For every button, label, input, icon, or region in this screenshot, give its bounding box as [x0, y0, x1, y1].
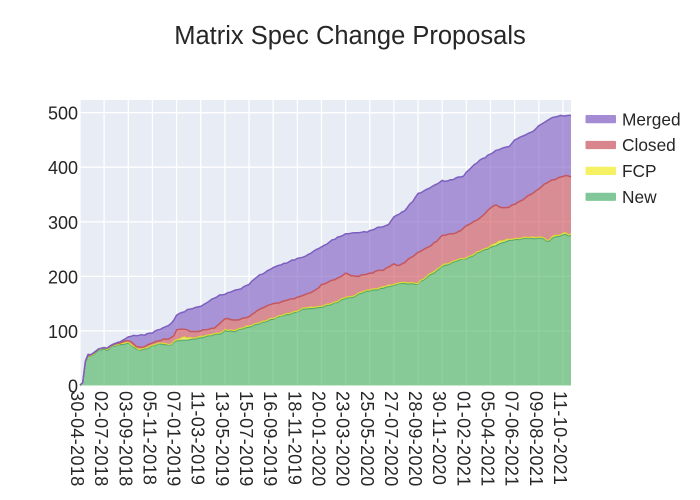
- svg-text:200: 200: [48, 267, 78, 287]
- svg-text:Closed: Closed: [622, 135, 676, 155]
- svg-text:400: 400: [48, 158, 78, 178]
- svg-text:05-11-2018: 05-11-2018: [139, 391, 159, 485]
- svg-text:09-08-2021: 09-08-2021: [526, 391, 546, 487]
- svg-text:23-03-2020: 23-03-2020: [333, 391, 353, 487]
- svg-text:11-10-2021: 11-10-2021: [550, 391, 570, 485]
- svg-text:0: 0: [68, 377, 78, 397]
- svg-text:Matrix Spec Change Proposals: Matrix Spec Change Proposals: [174, 22, 526, 50]
- svg-text:02-07-2018: 02-07-2018: [91, 391, 111, 487]
- svg-text:15-07-2019: 15-07-2019: [236, 391, 256, 487]
- svg-text:07-01-2019: 07-01-2019: [164, 391, 184, 487]
- svg-text:18-11-2019: 18-11-2019: [284, 391, 304, 485]
- svg-text:300: 300: [48, 213, 78, 233]
- svg-text:13-05-2019: 13-05-2019: [212, 391, 232, 487]
- svg-text:30-11-2020: 30-11-2020: [429, 391, 449, 485]
- svg-text:500: 500: [48, 104, 78, 124]
- svg-text:16-09-2019: 16-09-2019: [260, 391, 280, 487]
- svg-text:05-04-2021: 05-04-2021: [478, 391, 498, 487]
- svg-text:Merged: Merged: [622, 109, 681, 129]
- svg-text:27-07-2020: 27-07-2020: [381, 391, 401, 487]
- svg-text:28-09-2020: 28-09-2020: [405, 391, 425, 487]
- svg-text:03-09-2018: 03-09-2018: [115, 391, 135, 487]
- svg-text:FCP: FCP: [622, 161, 657, 181]
- svg-text:07-06-2021: 07-06-2021: [502, 391, 522, 487]
- svg-text:01-02-2021: 01-02-2021: [453, 391, 473, 487]
- svg-text:11-03-2019: 11-03-2019: [188, 391, 208, 485]
- svg-text:New: New: [622, 187, 657, 207]
- svg-text:20-01-2020: 20-01-2020: [308, 391, 328, 487]
- svg-text:100: 100: [48, 322, 78, 342]
- svg-text:25-05-2020: 25-05-2020: [357, 391, 377, 487]
- svg-text:30-04-2018: 30-04-2018: [67, 391, 87, 487]
